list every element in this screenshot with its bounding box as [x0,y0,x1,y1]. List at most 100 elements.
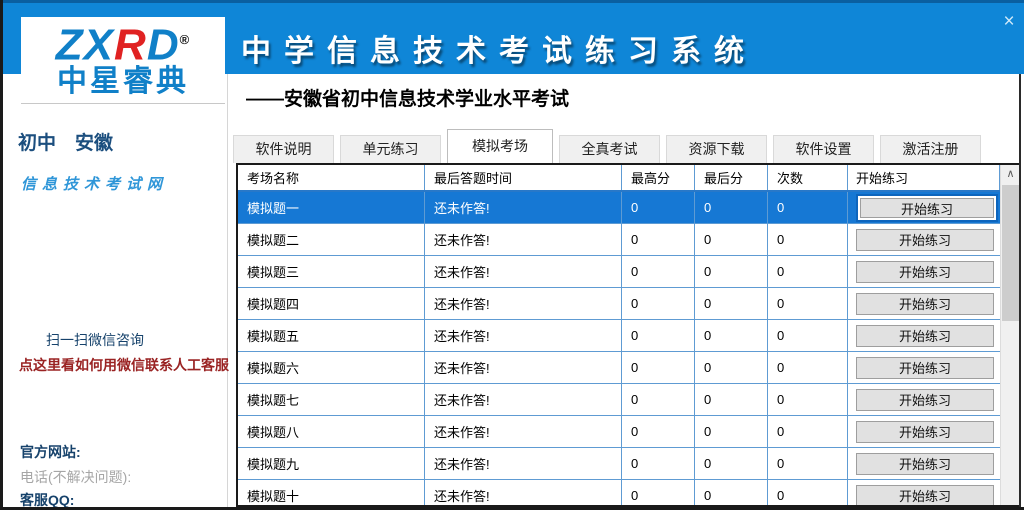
sidebar-divider [227,74,228,507]
cell-last-score: 0 [695,192,768,223]
logo-chinese-name: 中星睿典 [57,64,189,98]
close-icon[interactable]: × [1003,11,1015,32]
table-row[interactable]: 模拟题三 还未作答! 0 0 0 开始练习 [238,256,1000,288]
start-practice-button[interactable]: 开始练习 [856,484,994,505]
cell-best-score: 0 [622,352,695,383]
cell-best-score: 0 [622,416,695,447]
cell-best-score: 0 [622,288,695,319]
table-row[interactable]: 模拟题十 还未作答! 0 0 0 开始练习 [238,480,1000,505]
start-practice-button[interactable]: 开始练习 [856,420,994,443]
start-practice-button[interactable]: 开始练习 [856,324,994,347]
table-header-row: 考场名称 最后答题时间 最高分 最后分 次数 开始练习 [238,165,1000,192]
cell-exam-name: 模拟题五 [238,320,425,351]
cell-attempt-count: 0 [768,224,848,255]
cell-last-score: 0 [695,448,768,479]
cell-exam-name: 模拟题二 [238,224,425,255]
table-row[interactable]: 模拟题九 还未作答! 0 0 0 开始练习 [238,448,1000,480]
start-practice-button[interactable]: 开始练习 [856,388,994,411]
cell-start-practice: 开始练习 [848,256,1000,287]
tab-模拟考场[interactable]: 模拟考场 [447,129,553,163]
start-practice-button-wrap: 开始练习 [856,420,994,443]
start-practice-button-wrap: 开始练习 [856,484,994,505]
column-header: 最高分 [622,165,695,190]
scrollbar-up-arrow-icon[interactable]: ∧ [1006,168,1015,180]
column-header: 考场名称 [238,165,425,190]
cell-best-score: 0 [622,480,695,505]
registered-mark-icon: ® [179,32,191,47]
start-practice-button-wrap: 开始练习 [856,260,994,283]
start-practice-button-wrap: 开始练习 [856,228,994,251]
cell-exam-name: 模拟题七 [238,384,425,415]
cell-last-answer-time: 还未作答! [425,384,622,415]
column-header: 次数 [768,165,848,190]
cell-attempt-count: 0 [768,416,848,447]
cell-attempt-count: 0 [768,320,848,351]
scrollbar-thumb[interactable] [1002,185,1019,321]
cell-exam-name: 模拟题九 [238,448,425,479]
tab-资源下载[interactable]: 资源下载 [666,135,767,163]
table-row[interactable]: 模拟题一 还未作答! 0 0 0 开始练习 [238,192,1000,224]
cell-last-answer-time: 还未作答! [425,192,622,223]
sidebar-qq-label: 客服QQ: [20,492,75,508]
cell-last-answer-time: 还未作答! [425,448,622,479]
cell-exam-name: 模拟题四 [238,288,425,319]
table-row[interactable]: 模拟题八 还未作答! 0 0 0 开始练习 [238,416,1000,448]
table-row[interactable]: 模拟题二 还未作答! 0 0 0 开始练习 [238,224,1000,256]
vertical-scrollbar[interactable]: ∧ [1000,165,1019,505]
tab-软件设置[interactable]: 软件设置 [773,135,874,163]
cell-start-practice: 开始练习 [848,224,1000,255]
cell-best-score: 0 [622,192,695,223]
cell-last-score: 0 [695,288,768,319]
cell-last-answer-time: 还未作答! [425,224,622,255]
cell-attempt-count: 0 [768,448,848,479]
cell-last-score: 0 [695,480,768,505]
sidebar-official-site-label: 官方网站: [20,444,81,460]
table-row[interactable]: 模拟题四 还未作答! 0 0 0 开始练习 [238,288,1000,320]
cell-last-answer-time: 还未作答! [425,320,622,351]
cell-exam-name: 模拟题十 [238,480,425,505]
start-practice-button-wrap: 开始练习 [856,356,994,379]
cell-best-score: 0 [622,224,695,255]
cell-last-answer-time: 还未作答! [425,288,622,319]
table-row[interactable]: 模拟题五 还未作答! 0 0 0 开始练习 [238,320,1000,352]
start-practice-button[interactable]: 开始练习 [856,452,994,475]
cell-start-practice: 开始练习 [848,192,1000,223]
start-practice-button-wrap: 开始练习 [856,388,994,411]
sidebar-wechat-help-link[interactable]: 点这里看如何用微信联系人工客服 [19,357,229,373]
start-practice-button-wrap: 开始练习 [856,452,994,475]
table-row[interactable]: 模拟题六 还未作答! 0 0 0 开始练习 [238,352,1000,384]
cell-last-score: 0 [695,256,768,287]
start-practice-button[interactable]: 开始练习 [860,197,994,218]
tab-全真考试[interactable]: 全真考试 [559,135,660,163]
cell-start-practice: 开始练习 [848,384,1000,415]
column-header: 开始练习 [848,165,1000,190]
cell-start-practice: 开始练习 [848,352,1000,383]
start-practice-button[interactable]: 开始练习 [856,292,994,315]
cell-best-score: 0 [622,384,695,415]
exam-subtitle: ——安徽省初中信息技术学业水平考试 [246,89,570,110]
start-practice-button[interactable]: 开始练习 [856,228,994,251]
table-row[interactable]: 模拟题七 还未作答! 0 0 0 开始练习 [238,384,1000,416]
tab-bar: 软件说明 单元练习 模拟考场 全真考试 资源下载 软件设置 激活注册 [233,127,987,163]
sidebar-region-label: 初中 安徽 [18,133,114,154]
start-practice-button-wrap: 开始练习 [856,292,994,315]
logo-zxrd-text: ZXRD® [55,20,191,70]
cell-best-score: 0 [622,256,695,287]
cell-best-score: 0 [622,448,695,479]
column-header: 最后分 [695,165,768,190]
tab-单元练习[interactable]: 单元练习 [340,135,441,163]
start-practice-button[interactable]: 开始练习 [856,356,994,379]
tab-激活注册[interactable]: 激活注册 [880,135,981,163]
start-practice-button[interactable]: 开始练习 [856,260,994,283]
cell-last-score: 0 [695,224,768,255]
cell-attempt-count: 0 [768,384,848,415]
cell-last-score: 0 [695,320,768,351]
start-practice-button-wrap: 开始练习 [856,193,998,222]
cell-exam-name: 模拟题六 [238,352,425,383]
tab-软件说明[interactable]: 软件说明 [233,135,334,163]
cell-start-practice: 开始练习 [848,320,1000,351]
sidebar-site-name: 信息技术考试网 [21,176,169,193]
cell-last-score: 0 [695,416,768,447]
cell-start-practice: 开始练习 [848,416,1000,447]
